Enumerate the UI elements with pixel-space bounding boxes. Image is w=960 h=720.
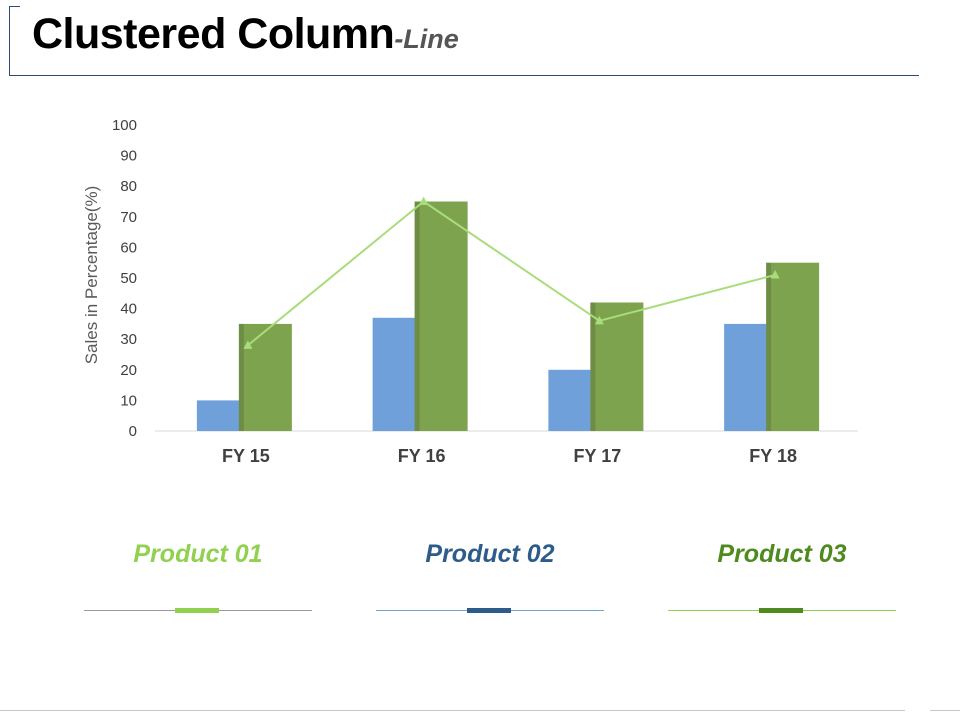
bar-product-03-fy-16 [414,201,468,431]
bar-shadow-fy-15 [238,323,244,431]
y-tick-label: 90 [120,148,137,165]
legend-marker [759,608,803,613]
slide-title: Clustered Column-Line [32,10,459,59]
bar-product-03-fy-18 [766,262,820,431]
x-tick-label: FY 16 [398,446,446,466]
y-tick-label: 60 [120,239,137,256]
x-tick-label: FY 17 [574,446,622,466]
bar-product-03-fy-15 [238,323,292,431]
line-series-product-01 [247,200,776,347]
bar-shadow-fy-16 [414,201,420,431]
legend-product-01: Product 01 [78,540,318,620]
legend-product-02: Product 02 [370,540,610,620]
legend-label: Product 01 [133,540,263,568]
y-tick-label: 10 [120,392,137,409]
line-point-fy-17 [594,315,604,325]
bar-shadow-fy-18 [766,262,772,431]
title-main: Clustered Column [32,10,395,58]
y-tick-label: 30 [120,331,137,348]
legend-label: Product 02 [425,540,555,568]
y-tick-label: 100 [112,117,137,134]
title-sub: -Line [394,24,459,54]
y-tick-label: 50 [120,270,137,287]
y-tick-label: 40 [120,301,137,318]
y-tick-label: 20 [120,362,137,379]
y-tick-label: 0 [129,423,137,440]
legend-marker [175,608,219,613]
line-point-fy-18 [770,269,780,279]
bar-shadow-fy-17 [590,302,596,431]
legend-marker [467,608,511,613]
legend-product-03: Product 03 [662,540,902,620]
clustered-column-line-chart: Sales in Percentage(%) 0 10 20 30 40 50 60 70 80 9… [82,117,858,466]
y-tick-label: 80 [120,178,137,195]
y-axis-title: Sales in Percentage(%) [82,186,101,365]
x-tick-label: FY 18 [749,446,797,466]
x-tick-label: FY 15 [222,446,270,466]
line-point-fy-16 [419,196,429,205]
y-tick-label: 70 [120,209,137,226]
bottom-divider-right [930,710,960,711]
legend-label: Product 03 [717,540,847,568]
title-frame [9,6,921,76]
line-point-fy-15 [243,340,253,349]
bottom-divider [0,710,905,711]
